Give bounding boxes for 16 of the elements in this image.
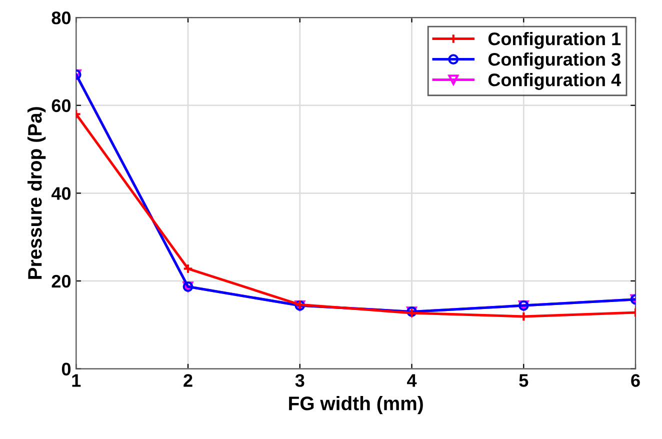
x-tick-label: 3 <box>295 374 304 387</box>
y-tick-label: 40 <box>51 187 71 200</box>
legend-label: Configuration 4 <box>488 73 621 90</box>
x-tick-label: 4 <box>407 374 417 387</box>
y-tick-label: 80 <box>52 11 71 24</box>
y-tick-label: 20 <box>52 274 71 288</box>
x-tick-label: 1 <box>72 374 81 387</box>
x-tick-label: 5 <box>519 374 528 387</box>
legend-label: Configuration 3 <box>488 52 620 70</box>
y-tick-label: 60 <box>52 99 71 112</box>
y-axis-title: Pressure drop (Pa) <box>28 107 46 279</box>
y-tick-label: 0 <box>62 362 71 376</box>
legend-label: Configuration 1 <box>488 32 621 49</box>
x-tick-label: 2 <box>184 374 192 387</box>
x-axis-title: FG width (mm) <box>289 396 423 414</box>
x-tick-label: 6 <box>631 374 640 387</box>
